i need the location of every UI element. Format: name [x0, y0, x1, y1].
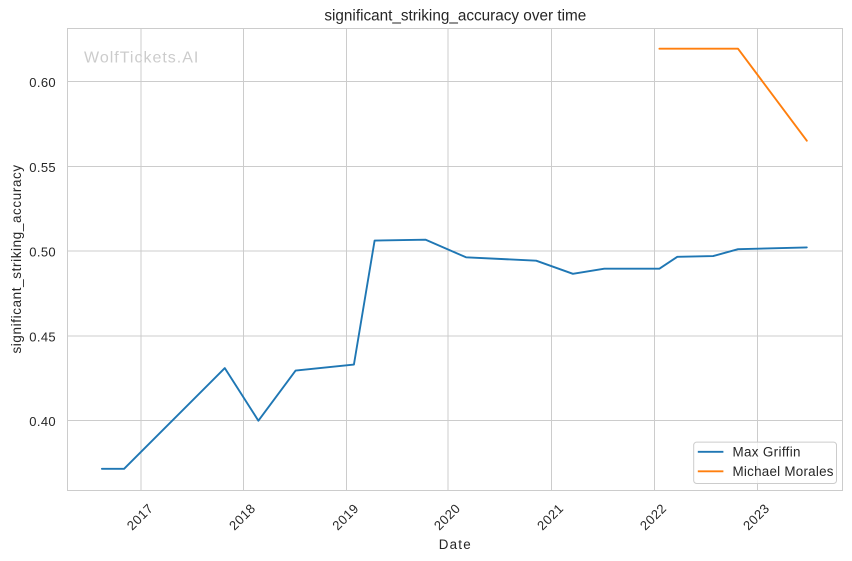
svg-text:0.55: 0.55	[29, 160, 56, 175]
svg-text:significant_striking_accuracy: significant_striking_accuracy over time	[324, 8, 586, 25]
svg-text:significant_striking_accuracy: significant_striking_accuracy	[9, 164, 24, 353]
svg-text:0.40: 0.40	[29, 414, 56, 429]
svg-text:0.60: 0.60	[29, 75, 56, 90]
svg-text:WolfTickets.AI: WolfTickets.AI	[84, 50, 199, 67]
svg-text:2021: 2021	[534, 501, 566, 533]
svg-text:2017: 2017	[124, 501, 156, 533]
svg-text:2018: 2018	[226, 501, 258, 533]
svg-text:2023: 2023	[740, 501, 772, 533]
svg-text:2020: 2020	[431, 501, 463, 533]
svg-text:Date: Date	[439, 537, 472, 552]
svg-text:Michael Morales: Michael Morales	[733, 464, 834, 479]
svg-text:0.45: 0.45	[29, 329, 56, 344]
svg-text:Max Griffin: Max Griffin	[733, 444, 801, 459]
svg-text:2022: 2022	[637, 501, 669, 533]
svg-text:2019: 2019	[329, 501, 361, 533]
svg-text:0.50: 0.50	[29, 245, 56, 260]
